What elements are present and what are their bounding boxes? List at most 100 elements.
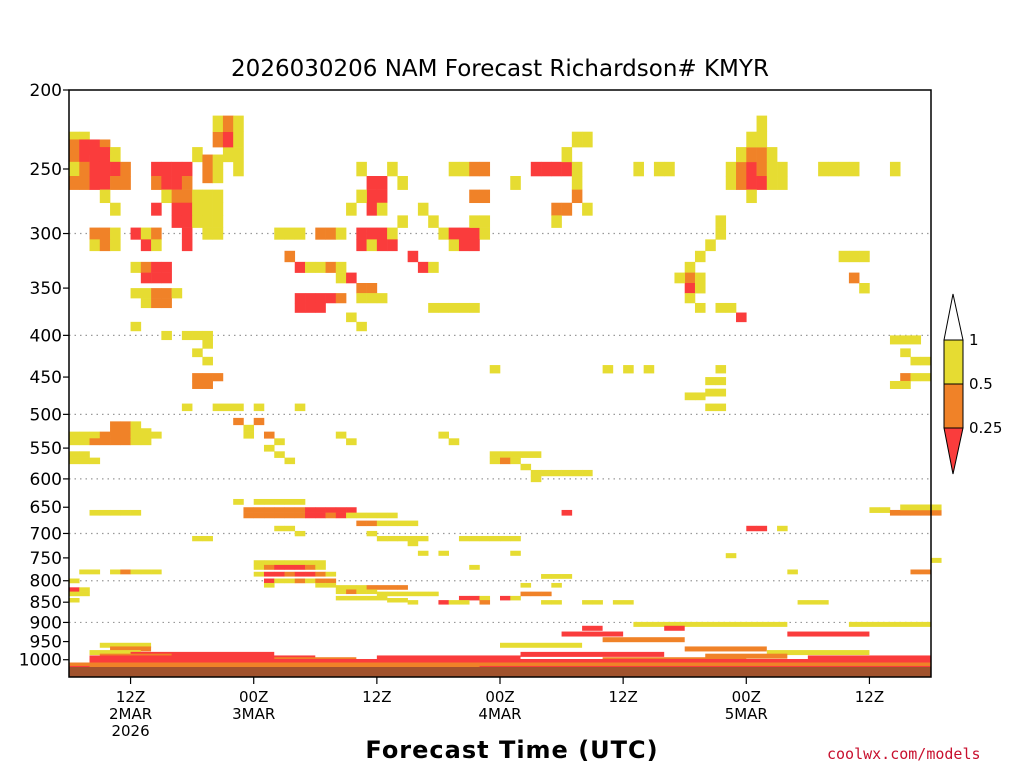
ri-cell — [766, 176, 778, 190]
ri-cell — [151, 431, 162, 439]
ri-cell — [479, 161, 491, 177]
ri-cell — [910, 504, 922, 511]
ri-cell — [366, 293, 378, 304]
ri-cell — [325, 578, 337, 584]
ri-cell — [325, 571, 337, 577]
ri-cell — [79, 176, 90, 190]
ri-cell — [294, 560, 306, 566]
ri-cell — [192, 535, 203, 542]
ri-cell — [315, 293, 326, 304]
ri-cell — [274, 227, 285, 240]
ri-cell — [479, 215, 491, 228]
ri-cell — [920, 504, 932, 511]
ri-cell — [161, 261, 172, 273]
ri-cell — [469, 564, 480, 570]
ri-cell — [356, 585, 367, 590]
ri-cell — [582, 469, 593, 477]
ri-cell — [387, 598, 398, 603]
ri-cell — [818, 600, 829, 605]
ri-cell — [592, 600, 603, 605]
ri-cell — [99, 161, 111, 177]
ri-cell — [777, 176, 788, 190]
ri-cell — [376, 520, 388, 527]
ri-cell — [79, 587, 90, 592]
ri-cell — [407, 520, 419, 527]
ri-cell — [920, 373, 932, 382]
ri-cell — [79, 438, 90, 446]
ri-cell — [561, 147, 573, 163]
ri-cell — [233, 115, 244, 132]
ri-cell — [356, 595, 367, 601]
ri-cell — [387, 239, 398, 252]
ri-cell — [438, 600, 449, 605]
ri-band — [520, 651, 665, 657]
ri-band — [130, 651, 275, 657]
ri-cell — [151, 227, 162, 240]
ri-cell — [294, 227, 306, 240]
ri-cell — [192, 330, 203, 341]
ri-cell — [335, 227, 347, 240]
ri-cell — [694, 272, 706, 284]
ri-cell — [99, 147, 111, 163]
ri-cell — [346, 507, 357, 513]
ri-cell — [274, 560, 285, 566]
y-tick-label-300: 300 — [30, 225, 62, 245]
ri-cell — [479, 189, 491, 204]
ri-cell — [900, 509, 911, 516]
ri-cell — [171, 202, 183, 216]
y-tick-label-550: 550 — [30, 439, 62, 459]
y-tick-label-600: 600 — [30, 470, 62, 490]
ri-cell — [756, 525, 768, 532]
ri-cell — [715, 377, 727, 386]
ri-cell — [89, 438, 101, 446]
ri-cell — [151, 161, 162, 177]
ri-cell — [263, 444, 275, 452]
y-tick-label-750: 750 — [30, 549, 62, 569]
legend-swatch-orange — [943, 383, 964, 429]
ri-cell — [335, 595, 347, 601]
ri-cell — [69, 598, 80, 603]
ri-cell — [274, 451, 285, 458]
ri-cell — [561, 161, 573, 177]
ri-cell — [263, 560, 275, 566]
ri-cell — [469, 215, 480, 228]
ri-cell — [171, 161, 183, 177]
ri-cell — [376, 227, 388, 240]
ri-cell — [530, 591, 542, 597]
ri-cell — [807, 600, 819, 605]
ri-cell — [448, 438, 460, 446]
ri-cell — [202, 215, 213, 228]
ri-cell — [684, 392, 696, 401]
ri-cell — [151, 272, 162, 284]
ri-cell — [530, 475, 542, 483]
ri-cell — [161, 298, 172, 309]
y-tick-label-650: 650 — [30, 498, 62, 518]
ri-cell — [335, 431, 347, 439]
ri-cell — [110, 428, 121, 436]
ri-cell — [900, 373, 911, 382]
ri-cell — [315, 571, 326, 577]
ri-cell — [561, 509, 573, 516]
ri-cell — [274, 507, 285, 513]
ri-cell — [212, 403, 224, 412]
ri-cell — [89, 509, 101, 516]
ri-cell — [582, 600, 593, 605]
ri-cell — [69, 438, 80, 446]
ri-cell — [274, 525, 285, 532]
ri-cell — [294, 530, 306, 537]
ri-cell — [69, 587, 80, 592]
ri-cell — [294, 512, 306, 519]
ri-cell — [489, 365, 501, 374]
ri-cell — [407, 535, 419, 542]
ri-cell — [469, 595, 480, 601]
ri-cell — [151, 176, 162, 190]
ri-cell — [356, 520, 367, 527]
ri-cell — [715, 388, 727, 397]
y-tick-label-850: 850 — [30, 593, 62, 613]
ri-cell — [274, 578, 285, 584]
ri-cell — [561, 574, 573, 579]
ri-cell — [356, 283, 367, 294]
ri-cell — [110, 227, 121, 240]
ri-cell — [838, 250, 850, 263]
ri-cell — [110, 147, 121, 163]
